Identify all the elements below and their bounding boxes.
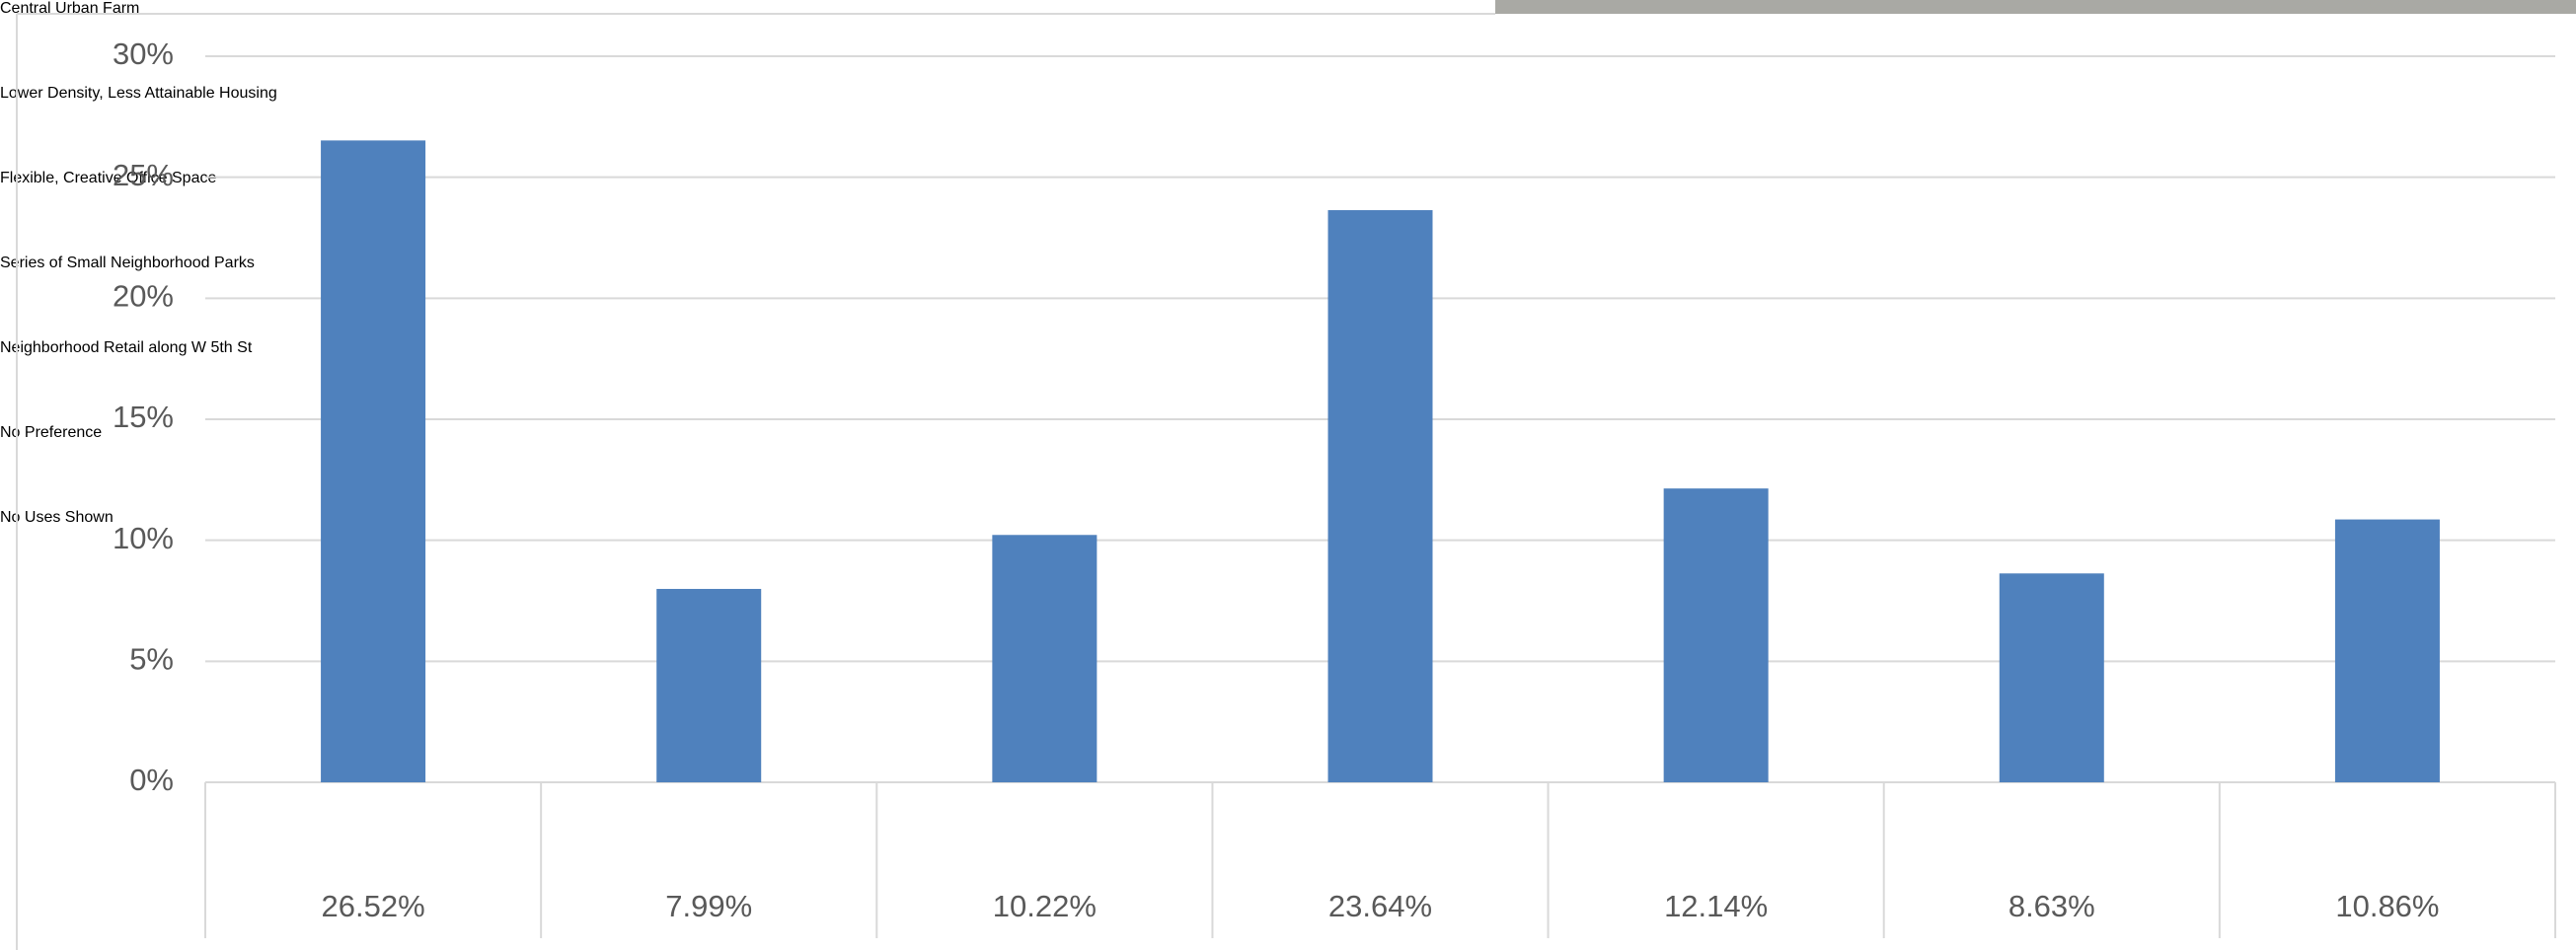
- bar: [321, 140, 426, 783]
- y-tick-label: 5%: [129, 642, 174, 677]
- bar: [656, 588, 762, 782]
- value-label: 26.52%: [322, 889, 425, 923]
- value-label: 8.63%: [2008, 889, 2095, 923]
- bar: [1999, 573, 2104, 782]
- x-tick-label: Lower Density, Less Attainable Housing: [0, 85, 277, 102]
- value-label: 10.86%: [2335, 889, 2439, 923]
- bar: [1327, 210, 1433, 783]
- y-tick-label: 15%: [113, 400, 174, 434]
- x-tick-label: No Uses Shown: [0, 509, 114, 526]
- x-tick-label: Neighborhood Retail along W 5th St: [0, 339, 253, 356]
- value-label: 23.64%: [1328, 889, 1432, 923]
- bar: [1663, 488, 1769, 782]
- value-label: 7.99%: [665, 889, 752, 923]
- y-tick-label: 30%: [113, 37, 174, 71]
- value-label: 10.22%: [993, 889, 1097, 923]
- y-tick-label: 25%: [113, 158, 174, 192]
- photo-fragment: [1495, 0, 2576, 14]
- y-tick-label: 10%: [113, 521, 174, 555]
- x-tick-label: Central Urban Farm: [0, 0, 140, 17]
- x-tick-label: No Preference: [0, 424, 103, 441]
- value-label: 12.14%: [1664, 889, 1768, 923]
- bar: [2334, 519, 2440, 782]
- y-tick-label: 20%: [113, 279, 174, 314]
- y-tick-label: 0%: [129, 763, 174, 797]
- bar: [992, 535, 1098, 782]
- x-tick-label: Flexible, Creative Office Space: [0, 170, 217, 186]
- x-tick-label: Series of Small Neighborhood Parks: [0, 255, 255, 271]
